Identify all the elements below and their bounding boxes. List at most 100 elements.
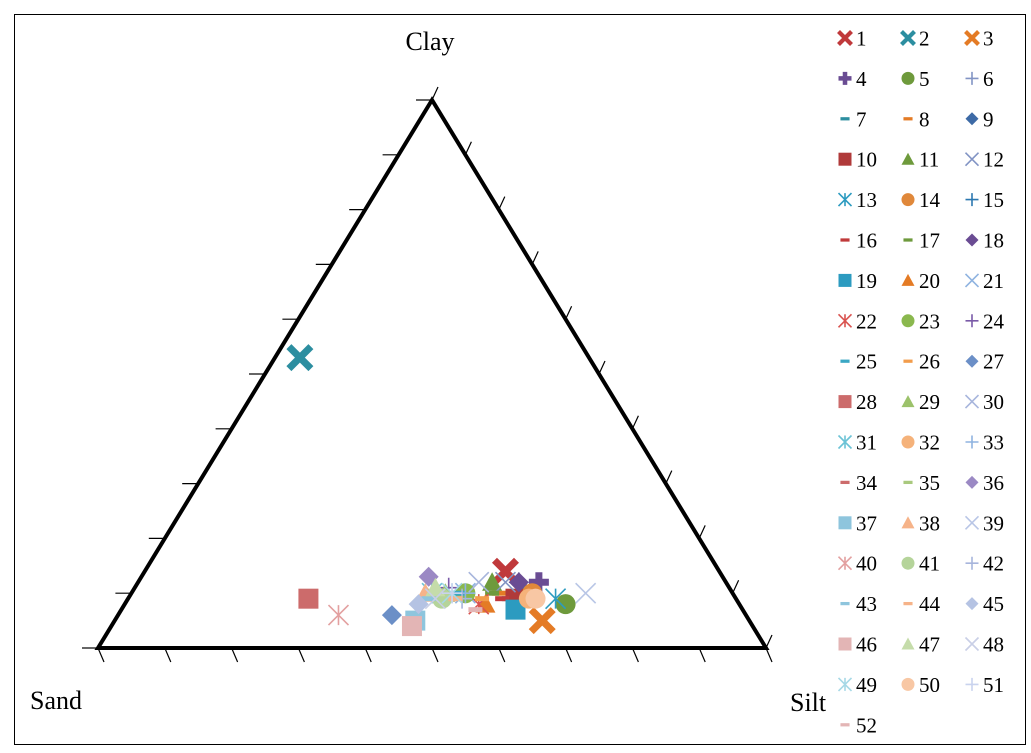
legend-label-19: 19 <box>856 269 877 293</box>
tick-bottom-edge <box>631 647 639 663</box>
legend-item-43: 43 <box>840 592 877 616</box>
legend-label-2: 2 <box>919 27 930 51</box>
legend-label-5: 5 <box>919 67 930 91</box>
data-point-series-46 <box>401 616 422 637</box>
chart-frame <box>14 14 1026 745</box>
tick-bottom-edge <box>498 647 506 663</box>
legend-label-8: 8 <box>919 107 930 131</box>
tick-bottom-edge <box>431 647 439 663</box>
legend-label-27: 27 <box>983 350 1004 374</box>
legend-item-41: 41 <box>901 552 940 576</box>
legend-item-49: 49 <box>837 673 877 697</box>
legend-item-46: 46 <box>838 633 877 657</box>
legend-item-30: 30 <box>964 390 1004 414</box>
legend-marker-46 <box>838 637 852 651</box>
data-point-series-5 <box>555 594 576 615</box>
legend-label-29: 29 <box>919 390 940 414</box>
legend-label-41: 41 <box>919 552 940 576</box>
legend-marker-45 <box>965 597 979 611</box>
legend-label-36: 36 <box>983 471 1004 495</box>
legend-label-31: 31 <box>856 431 877 455</box>
legend-marker-13 <box>837 192 853 207</box>
legend-marker-40 <box>837 556 853 571</box>
data-point-series-50 <box>525 588 546 609</box>
legend-marker-29 <box>901 395 915 408</box>
legend-label-18: 18 <box>983 229 1004 253</box>
legend-label-1: 1 <box>856 27 867 51</box>
legend-label-23: 23 <box>919 309 940 333</box>
legend-item-22: 22 <box>837 309 877 333</box>
legend-label-39: 39 <box>983 511 1004 535</box>
data-point-series-13 <box>545 588 567 610</box>
tick-right-edge <box>732 579 740 594</box>
legend-item-1: 1 <box>837 27 867 51</box>
legend-label-38: 38 <box>919 511 940 535</box>
legend-label-17: 17 <box>919 229 940 253</box>
data-point-series-3 <box>528 607 556 635</box>
legend-marker-38 <box>901 516 915 529</box>
tick-right-edge <box>698 525 706 539</box>
legend-item-27: 27 <box>965 350 1004 374</box>
data-point-series-48 <box>424 588 446 610</box>
legend-item-14: 14 <box>901 188 941 212</box>
legend-item-44: 44 <box>903 592 941 616</box>
legend-label-32: 32 <box>919 431 940 455</box>
legend-label-9: 9 <box>983 107 994 131</box>
tick-right-edge <box>765 634 773 649</box>
legend-label-44: 44 <box>919 592 941 616</box>
data-point-series-27 <box>381 605 402 626</box>
tick-right-edge <box>431 86 439 101</box>
legend-label-28: 28 <box>856 390 877 414</box>
legend-item-2: 2 <box>900 27 930 51</box>
legend-label-33: 33 <box>983 431 1004 455</box>
tick-bottom-edge <box>97 647 105 663</box>
legend-item-25: 25 <box>840 350 877 374</box>
legend-marker-9 <box>965 112 979 126</box>
legend-marker-6 <box>965 71 979 85</box>
legend-marker-15 <box>965 193 979 207</box>
data-point-series-51 <box>442 583 463 604</box>
legend-label-15: 15 <box>983 188 1004 212</box>
legend-label-12: 12 <box>983 148 1004 172</box>
legend-item-40: 40 <box>837 552 877 576</box>
legend-label-51: 51 <box>983 673 1004 697</box>
legend-item-52: 52 <box>840 713 877 737</box>
legend-marker-19 <box>838 273 852 287</box>
legend-item-38: 38 <box>901 511 940 535</box>
data-points <box>286 344 597 637</box>
legend-marker-18 <box>965 233 979 247</box>
legend-label-26: 26 <box>919 350 940 374</box>
tick-bottom-edge <box>164 647 172 663</box>
triangle-layer <box>94 96 770 650</box>
legend-item-47: 47 <box>901 633 940 657</box>
legend-item-33: 33 <box>965 431 1004 455</box>
legend-item-29: 29 <box>901 390 940 414</box>
legend-item-37: 37 <box>838 511 877 535</box>
legend-label-46: 46 <box>856 633 877 657</box>
vertex-label-silt: Silt <box>790 688 827 717</box>
legend-marker-20 <box>901 273 915 286</box>
legend-label-6: 6 <box>983 67 994 91</box>
legend-label-10: 10 <box>856 148 877 172</box>
legend-item-45: 45 <box>965 592 1004 616</box>
legend-item-13: 13 <box>837 188 877 212</box>
legend-marker-49 <box>837 677 853 692</box>
data-point-series-18 <box>508 572 529 593</box>
legend-label-45: 45 <box>983 592 1004 616</box>
legend-item-9: 9 <box>965 107 994 131</box>
legend-item-15: 15 <box>965 188 1004 212</box>
tick-bottom-edge <box>297 647 305 663</box>
legend-item-23: 23 <box>901 309 940 333</box>
tick-bottom-edge <box>364 647 372 663</box>
legend-marker-24 <box>965 314 979 328</box>
tick-right-edge <box>498 196 506 210</box>
legend-label-7: 7 <box>856 107 867 131</box>
legend-item-21: 21 <box>964 269 1004 293</box>
legend-marker-1 <box>837 30 853 46</box>
legend-marker-14 <box>901 193 915 207</box>
legend-item-35: 35 <box>903 471 940 495</box>
legend-marker-22 <box>837 313 853 328</box>
legend-item-51: 51 <box>965 673 1004 697</box>
legend-marker-32 <box>901 435 915 449</box>
